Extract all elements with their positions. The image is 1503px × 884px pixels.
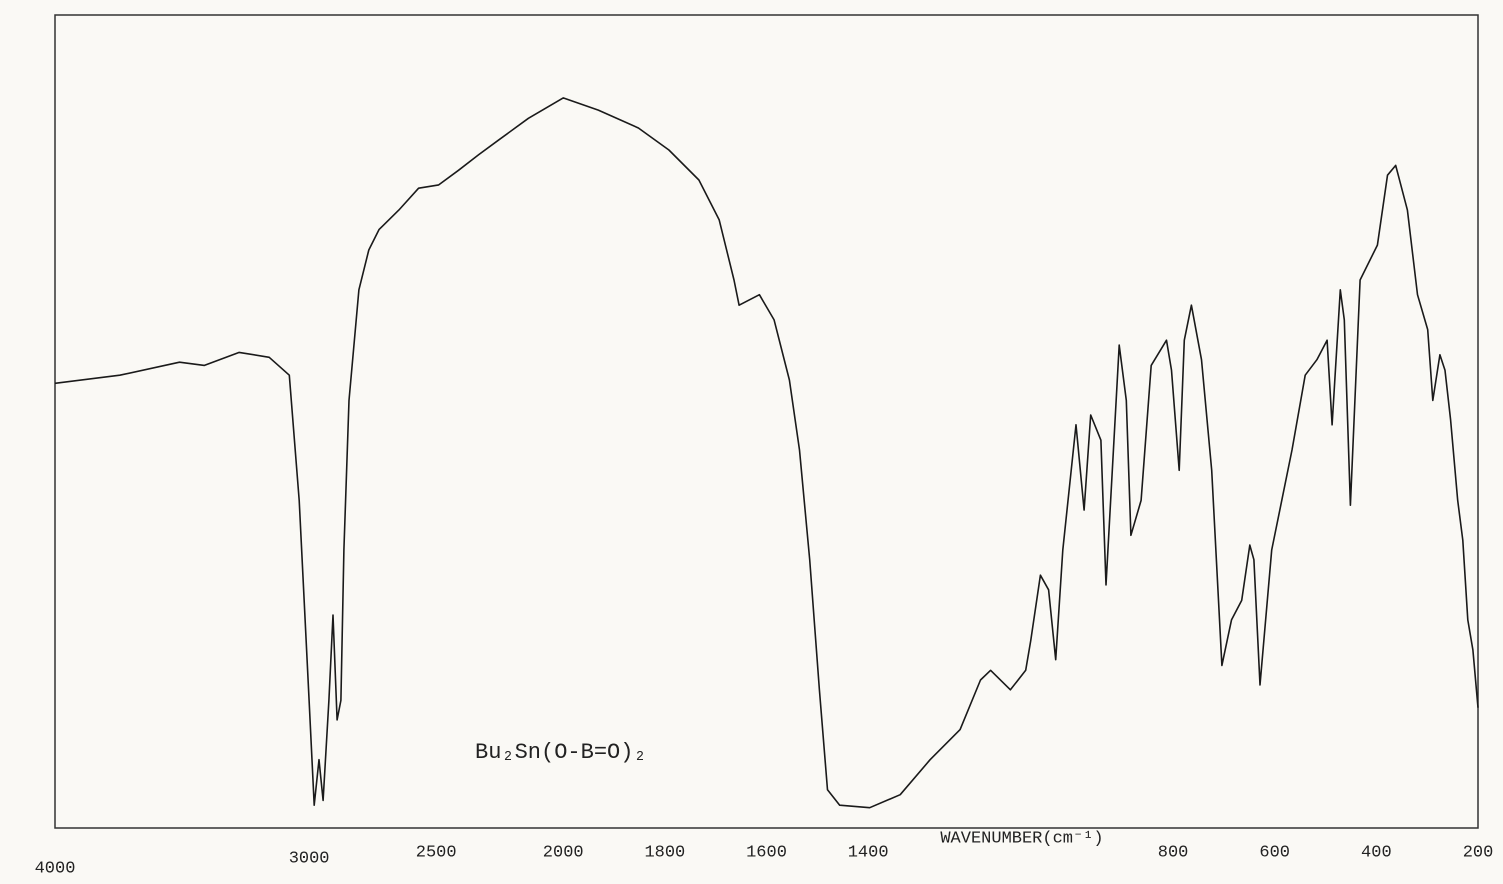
- x-tick-label: 4000: [35, 859, 76, 878]
- x-tick-label: 800: [1158, 843, 1189, 862]
- x-tick-label: 1400: [848, 843, 889, 862]
- x-tick-label: 2500: [416, 843, 457, 862]
- x-tick-label: 1800: [644, 843, 685, 862]
- x-tick-label: 3000: [289, 849, 330, 868]
- compound-label: Bu₂Sn(O-B=O)₂: [475, 740, 647, 765]
- x-tick-label: 600: [1259, 843, 1290, 862]
- plot-frame: [54, 14, 1479, 829]
- x-tick-label: 1600: [746, 843, 787, 862]
- x-axis-label: WAVENUMBER(cm⁻¹): [940, 829, 1103, 848]
- x-tick-label: 200: [1463, 843, 1494, 862]
- x-tick-label: 400: [1361, 843, 1392, 862]
- x-tick-label: 2000: [543, 843, 584, 862]
- spectrum-line: [54, 97, 1479, 809]
